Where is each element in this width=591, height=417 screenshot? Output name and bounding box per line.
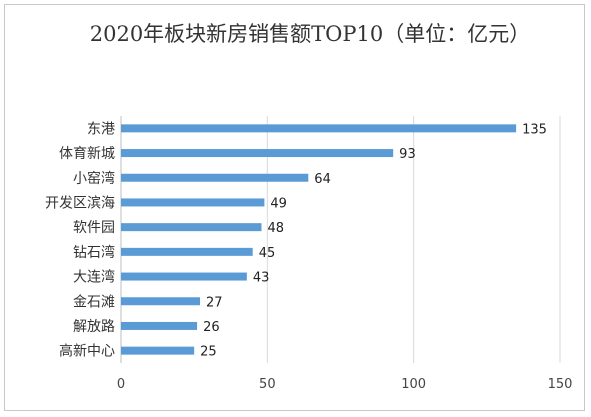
- bar: [121, 272, 247, 281]
- category-label: 小窑湾: [73, 170, 115, 187]
- value-label: 64: [314, 172, 331, 187]
- bar: [121, 297, 201, 306]
- value-label: 25: [200, 345, 217, 360]
- bar: [121, 198, 265, 207]
- category-label: 体育新城: [59, 146, 115, 162]
- value-label: 93: [399, 147, 416, 162]
- bar: [121, 223, 262, 232]
- bars: [121, 124, 517, 355]
- bar: [121, 346, 195, 355]
- value-label: 26: [203, 320, 220, 335]
- category-label: 钻石湾: [73, 244, 115, 261]
- value-label: 45: [259, 246, 276, 261]
- x-tick-label: 50: [259, 377, 276, 392]
- value-labels: 135 93 64 49 48 45 43 27 26 25: [200, 122, 547, 359]
- category-label: 解放路: [73, 319, 115, 335]
- value-label: 43: [253, 271, 270, 286]
- category-label: 开发区滨海: [45, 195, 115, 211]
- bar: [121, 124, 517, 133]
- bar: [121, 247, 253, 256]
- category-label: 大连湾: [73, 269, 115, 286]
- x-tick-label: 0: [117, 377, 125, 392]
- bar: [121, 149, 394, 158]
- category-label: 东港: [87, 121, 115, 137]
- value-label: 49: [270, 196, 287, 211]
- x-tick-label: 100: [401, 377, 426, 392]
- bar: [121, 173, 309, 182]
- category-label: 软件园: [73, 220, 115, 236]
- category-label: 金石滩: [73, 294, 115, 310]
- x-tick-label: 150: [548, 377, 573, 392]
- gridlines: [120, 116, 561, 363]
- value-label: 135: [522, 122, 547, 137]
- chart-frame: [4, 4, 585, 411]
- chart-title: 2020年板块新房销售额TOP10（单位：亿元）: [89, 22, 531, 46]
- value-label: 48: [267, 221, 284, 236]
- x-tick-labels: 0 50 100 150: [117, 377, 573, 392]
- value-label: 27: [206, 295, 223, 310]
- category-label: 高新中心: [59, 343, 115, 360]
- bar: [121, 321, 198, 330]
